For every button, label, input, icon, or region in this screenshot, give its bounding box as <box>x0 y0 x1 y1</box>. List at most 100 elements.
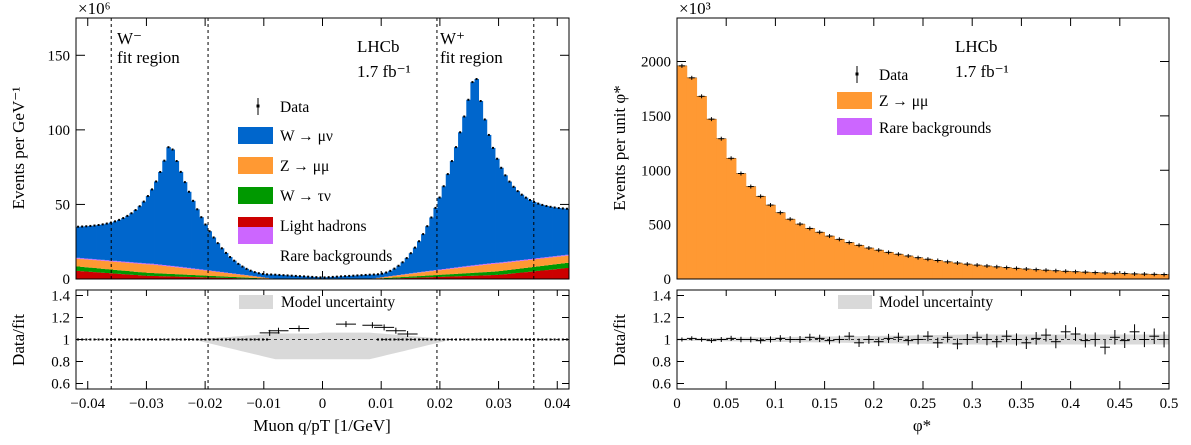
z-mumu-bar <box>421 272 426 276</box>
ratio-point <box>566 339 568 341</box>
w-munu-bar <box>134 210 139 262</box>
ratio-point <box>163 339 165 341</box>
w-taunu-bar <box>553 264 558 269</box>
ratio-point <box>525 339 527 341</box>
w-taunu-bar <box>396 277 401 278</box>
data-point <box>348 275 350 277</box>
rare-bar <box>553 256 558 257</box>
data-point <box>476 78 478 80</box>
data-point <box>315 276 317 278</box>
wplus-label: W⁺ <box>440 29 465 48</box>
w-taunu-bar <box>511 269 516 273</box>
ratio-point <box>496 339 498 341</box>
data-point <box>93 225 95 227</box>
z-mumu-bar <box>240 275 245 277</box>
data-point <box>278 274 280 276</box>
z-mumu-bar <box>121 262 126 270</box>
rare-bar <box>183 267 188 268</box>
data-point <box>508 181 510 183</box>
w-munu-bar <box>425 226 430 271</box>
ratio-point <box>476 339 478 341</box>
rare-bar <box>146 263 151 264</box>
ratio-point <box>517 339 519 341</box>
rare-bar <box>88 259 93 260</box>
data-point <box>356 274 358 276</box>
z-mumu-bar <box>166 266 171 273</box>
data-point <box>406 257 408 259</box>
rare-bar <box>150 264 155 265</box>
z-mumu-bar <box>232 274 237 277</box>
w-taunu-bar <box>253 278 258 279</box>
z-mumu-bar <box>224 273 229 277</box>
z-mumu-bar <box>805 228 815 279</box>
data-point <box>250 270 252 272</box>
ratio-y-tick-label: 1.2 <box>652 311 671 327</box>
light-hadrons-bar <box>544 270 549 279</box>
right-ratio-y-label: Data/fit <box>610 314 629 366</box>
w-taunu-bar <box>392 278 397 279</box>
light-hadrons-bar <box>536 271 541 279</box>
rare-bar <box>216 271 221 272</box>
w-taunu-bar <box>454 274 459 276</box>
w-taunu-bar <box>495 271 500 274</box>
w-munu-bar <box>413 248 418 273</box>
x-tick-label: 0.03 <box>485 396 511 412</box>
data-point <box>373 274 375 276</box>
light-hadrons-bar <box>121 274 126 279</box>
w-taunu-bar <box>442 275 447 277</box>
legend-data-label: Data <box>280 99 309 116</box>
data-point <box>274 274 276 276</box>
w-munu-bar <box>150 189 155 263</box>
ratio-point <box>447 339 449 341</box>
x-tick-label: 0.02 <box>427 396 453 412</box>
z-mumu-bar <box>553 257 558 264</box>
x-tick-label: 0.15 <box>811 396 837 412</box>
w-munu-bar <box>113 221 118 260</box>
data-point <box>385 272 387 274</box>
data-point <box>122 217 124 219</box>
rare-bar <box>458 267 463 268</box>
rare-bar <box>470 265 475 266</box>
w-taunu-bar <box>388 278 393 279</box>
data-point <box>139 205 141 207</box>
w-taunu-bar <box>129 271 134 274</box>
w-munu-bar <box>553 207 558 256</box>
w-munu-bar <box>516 191 521 260</box>
ratio-point <box>398 339 400 341</box>
data-point <box>533 201 535 203</box>
w-taunu-bar <box>88 268 93 272</box>
w-munu-bar <box>491 148 496 263</box>
right-ratio-plot <box>677 324 1169 354</box>
ratio-y-tick-label: 0.6 <box>51 377 70 393</box>
w-munu-bar <box>454 147 459 267</box>
ratio-point <box>480 339 482 341</box>
light-hadrons-bar <box>92 272 97 279</box>
rare-bar <box>466 266 471 267</box>
rare-bar <box>92 259 97 260</box>
data-point <box>340 275 342 277</box>
ratio-point <box>554 339 556 341</box>
ratio-point <box>393 339 395 341</box>
ratio-point <box>180 339 182 341</box>
z-mumu-bar <box>438 270 443 275</box>
ratio-y-tick-label: 1.4 <box>51 289 70 305</box>
data-point <box>258 272 260 274</box>
ratio-point <box>385 339 387 341</box>
w-taunu-bar <box>475 273 480 276</box>
ratio-point <box>167 339 169 341</box>
w-munu-bar <box>76 227 81 258</box>
data-point <box>102 223 104 225</box>
data-point <box>324 276 326 278</box>
w-taunu-bar <box>175 274 180 276</box>
z-mumu-bar <box>191 269 196 275</box>
light-hadrons-bar <box>511 273 516 279</box>
ratio-point <box>513 339 515 341</box>
w-munu-bar <box>524 198 529 260</box>
x-tick-label: 0.45 <box>1107 396 1133 412</box>
data-point <box>311 276 313 278</box>
wplus-fit-region-label: fit region <box>440 48 503 67</box>
w-taunu-bar <box>154 273 159 276</box>
x-tick-label: 0.35 <box>1008 396 1034 412</box>
z-mumu-bar <box>520 261 525 269</box>
rare-bar <box>462 266 467 267</box>
